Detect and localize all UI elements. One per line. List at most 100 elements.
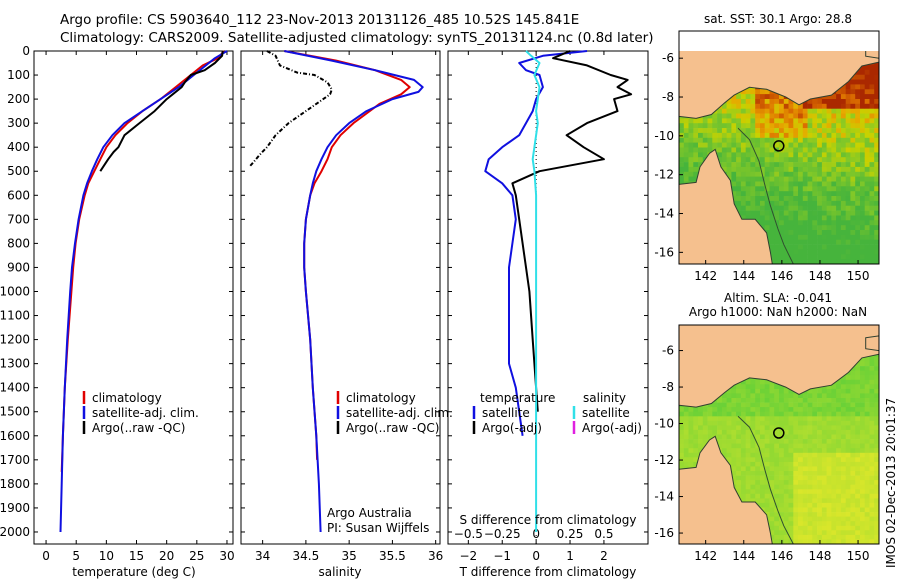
heatmap-cell bbox=[679, 434, 685, 440]
heatmap-cell bbox=[826, 443, 832, 449]
heatmap-cell bbox=[817, 36, 822, 41]
heatmap-cell bbox=[731, 166, 737, 173]
heatmap-cell bbox=[874, 147, 879, 153]
heatmap-cell bbox=[745, 205, 751, 211]
heatmap-cell bbox=[755, 215, 761, 221]
heatmap-cell bbox=[817, 516, 823, 522]
heatmap-cell bbox=[783, 128, 789, 134]
heatmap-cell bbox=[821, 103, 827, 109]
heatmap-cell bbox=[736, 171, 742, 177]
heatmap-cell bbox=[736, 41, 741, 46]
heatmap-cell bbox=[864, 205, 870, 211]
heatmap-cell bbox=[860, 443, 866, 449]
heatmap-cell bbox=[860, 416, 866, 422]
heatmap-cell bbox=[726, 157, 732, 163]
pi-label: PI: Susan Wijffels bbox=[327, 521, 429, 535]
heatmap-cell bbox=[750, 41, 755, 46]
heatmap-cell bbox=[850, 46, 855, 51]
heatmap-cell bbox=[869, 361, 875, 367]
heatmap-cell bbox=[793, 239, 799, 245]
heatmap-cell bbox=[836, 113, 842, 119]
heatmap-cell bbox=[764, 215, 770, 221]
heatmap-cell bbox=[826, 384, 832, 390]
heatmap-cell bbox=[855, 142, 861, 148]
heatmap-cell bbox=[831, 132, 837, 139]
heatmap-cell bbox=[755, 457, 761, 463]
heatmap-cell bbox=[826, 137, 832, 143]
heatmap-cell bbox=[736, 147, 742, 153]
heatmap-cell bbox=[688, 132, 694, 139]
heatmap-cell bbox=[774, 162, 780, 168]
heatmap-cell bbox=[855, 157, 861, 163]
heatmap-cell bbox=[788, 516, 794, 522]
heatmap-cell bbox=[779, 230, 785, 236]
heatmap-cell bbox=[760, 475, 766, 481]
heatmap-cell bbox=[783, 249, 789, 255]
heatmap-cell bbox=[855, 41, 860, 46]
heatmap-cell bbox=[860, 375, 866, 381]
heatmap-cell bbox=[760, 176, 766, 182]
heatmap-cell bbox=[850, 443, 856, 449]
heatmap-cell bbox=[717, 41, 722, 46]
heatmap-cell bbox=[779, 181, 785, 187]
heatmap-cell bbox=[836, 461, 842, 467]
heatmap-cell bbox=[764, 379, 770, 385]
heatmap-cell bbox=[779, 137, 785, 143]
heatmap-cell bbox=[750, 480, 756, 485]
heatmap-cell bbox=[874, 249, 879, 255]
x-tick-label: 10 bbox=[99, 549, 114, 563]
heatmap-cell bbox=[807, 411, 813, 417]
heatmap-cell bbox=[874, 108, 879, 114]
heatmap-cell bbox=[864, 259, 870, 264]
difference-legend: temperature satellite Argo(-adj) salinit… bbox=[472, 391, 642, 435]
heatmap-cell bbox=[750, 118, 756, 124]
heatmap-cell bbox=[750, 434, 756, 440]
heatmap-cell bbox=[798, 200, 804, 207]
heatmap-cell bbox=[855, 398, 861, 403]
heatmap-cell bbox=[826, 507, 832, 513]
heatmap-cell bbox=[726, 103, 732, 109]
heatmap-cell bbox=[717, 142, 723, 148]
heatmap-cell bbox=[769, 466, 775, 472]
heatmap-cell bbox=[840, 220, 846, 226]
heatmap-cell bbox=[831, 249, 837, 255]
heatmap-cell bbox=[769, 457, 775, 463]
heatmap-cell bbox=[736, 448, 742, 454]
heatmap-cell bbox=[703, 41, 708, 46]
heatmap-cell bbox=[831, 147, 837, 153]
heatmap-cell bbox=[740, 205, 746, 211]
heatmap-cell bbox=[736, 471, 742, 476]
heatmap-cell bbox=[755, 461, 761, 467]
heatmap-cell bbox=[788, 475, 794, 481]
heatmap-cell bbox=[869, 407, 875, 412]
heatmap-cell bbox=[721, 429, 727, 435]
heatmap-cell bbox=[779, 176, 785, 182]
heatmap-cell bbox=[855, 530, 861, 536]
heatmap-cell bbox=[864, 471, 870, 476]
heatmap-cell bbox=[769, 398, 775, 403]
heatmap-cell bbox=[802, 205, 808, 211]
heatmap-cell bbox=[717, 425, 723, 431]
heatmap-cell bbox=[760, 448, 766, 454]
heatmap-cell bbox=[864, 132, 870, 139]
heatmap-cell bbox=[683, 142, 689, 148]
heatmap-cell bbox=[736, 407, 742, 412]
heatmap-cell bbox=[774, 230, 780, 236]
heatmap-cell bbox=[826, 434, 832, 440]
heatmap-cell bbox=[845, 181, 851, 187]
heatmap-cell bbox=[731, 407, 737, 412]
heatmap-cell bbox=[807, 429, 813, 435]
heatmap-cell bbox=[760, 94, 766, 100]
heatmap-cell bbox=[755, 411, 761, 417]
heatmap-cell bbox=[750, 147, 756, 153]
heatmap-cell bbox=[860, 356, 866, 362]
series-s-satellite bbox=[525, 50, 541, 532]
heatmap-cell bbox=[850, 366, 856, 371]
heatmap-cell bbox=[779, 452, 785, 458]
heatmap-cell bbox=[826, 516, 832, 522]
heatmap-cell bbox=[845, 200, 851, 207]
heatmap-cell bbox=[788, 254, 794, 260]
heatmap-cell bbox=[821, 113, 827, 119]
heatmap-cell bbox=[803, 46, 808, 51]
heatmap-cell bbox=[869, 128, 875, 134]
